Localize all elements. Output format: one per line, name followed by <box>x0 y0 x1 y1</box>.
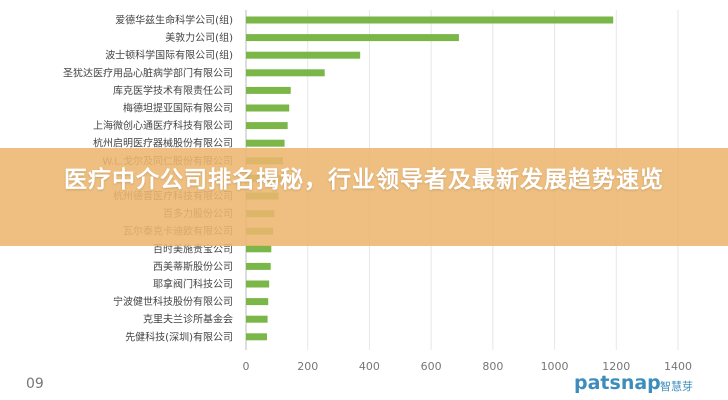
category-label: 库克医学技术有限责任公司 <box>113 84 233 97</box>
bar <box>246 69 325 77</box>
bar <box>246 16 614 24</box>
bar <box>246 262 271 270</box>
bar <box>246 51 361 59</box>
category-label: 杭州启明医疗器械股份有限公司 <box>93 137 233 150</box>
category-label: 西美蒂斯股份公司 <box>153 260 233 273</box>
x-tick-label: 800 <box>482 360 503 373</box>
bar <box>246 298 269 306</box>
category-label: 宁波健世科技股份有限公司 <box>113 295 233 308</box>
brand-logo-sub: 智慧芽 <box>660 380 693 393</box>
bar <box>246 315 268 323</box>
x-tick-label: 600 <box>421 360 442 373</box>
bar <box>246 122 288 130</box>
category-label: 上海微创心通医疗科技有限公司 <box>93 119 233 132</box>
x-tick-labels: 0 200 400 600 800 1000 1200 1400 <box>243 360 693 373</box>
category-label: 耶拿阀门科技公司 <box>153 278 233 291</box>
brand-logo: patsnap <box>574 372 661 394</box>
category-label: 波士顿科学国际有限公司(组) <box>105 49 233 62</box>
category-label: 美敦力公司(组) <box>165 31 233 44</box>
bar <box>246 34 459 42</box>
title-banner: 医疗中介公司排名揭秘，行业领导者及最新发展趋势速览 <box>0 148 728 246</box>
category-label: 克里夫兰诊所基金会 <box>143 313 233 326</box>
bar <box>246 280 270 288</box>
category-label: 先健科技(深圳)有限公司 <box>125 330 233 343</box>
category-label: 圣犹达医疗用品心脏病学部门有限公司 <box>63 66 233 79</box>
corner-label: 09 <box>26 376 44 392</box>
x-tick-label: 1200 <box>602 360 630 373</box>
bar <box>246 245 272 253</box>
bar <box>246 104 290 112</box>
x-tick-label: 0 <box>243 360 250 373</box>
overlay-title: 医疗中介公司排名揭秘，行业领导者及最新发展趋势速览 <box>64 167 664 193</box>
category-label: 爱德华兹生命科学公司(组) <box>115 14 233 27</box>
bar <box>246 86 291 94</box>
x-tick-label: 1400 <box>664 360 692 373</box>
bar <box>246 333 267 341</box>
category-label: 梅德坦提亚国际有限公司 <box>123 102 233 115</box>
x-tick-label: 1000 <box>541 360 569 373</box>
x-tick-label: 400 <box>359 360 380 373</box>
bar <box>246 139 285 147</box>
x-tick-label: 200 <box>297 360 318 373</box>
